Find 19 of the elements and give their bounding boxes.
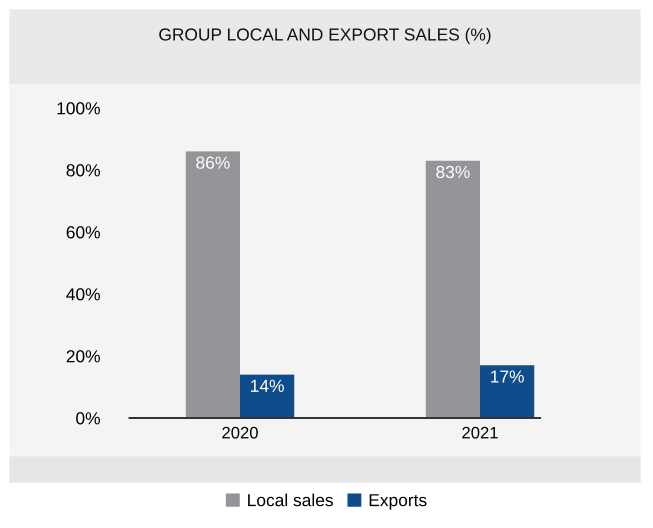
data-label: 14%	[251, 380, 284, 392]
x-tick-label: 2021	[462, 426, 498, 439]
x-tick-label: 2020	[222, 426, 258, 439]
legend-label: Exports	[370, 494, 427, 510]
bar	[186, 151, 240, 418]
y-tick-label: 40%	[66, 288, 100, 300]
chart-title: GROUP LOCAL AND EXPORT SALES (%)	[159, 28, 491, 44]
data-label: 86%	[196, 156, 230, 169]
legend-label: Local sales	[248, 494, 333, 506]
y-tick-label: 20%	[66, 350, 100, 362]
y-tick-label: 80%	[66, 164, 100, 176]
data-label: 17%	[491, 370, 524, 383]
bar	[480, 365, 534, 418]
y-tick-label: 100%	[57, 102, 100, 114]
bar	[240, 374, 294, 418]
y-tick-label: 0%	[76, 412, 100, 424]
y-tick-label: 60%	[66, 226, 100, 238]
bar	[426, 160, 480, 418]
data-label: 83%	[436, 166, 470, 178]
